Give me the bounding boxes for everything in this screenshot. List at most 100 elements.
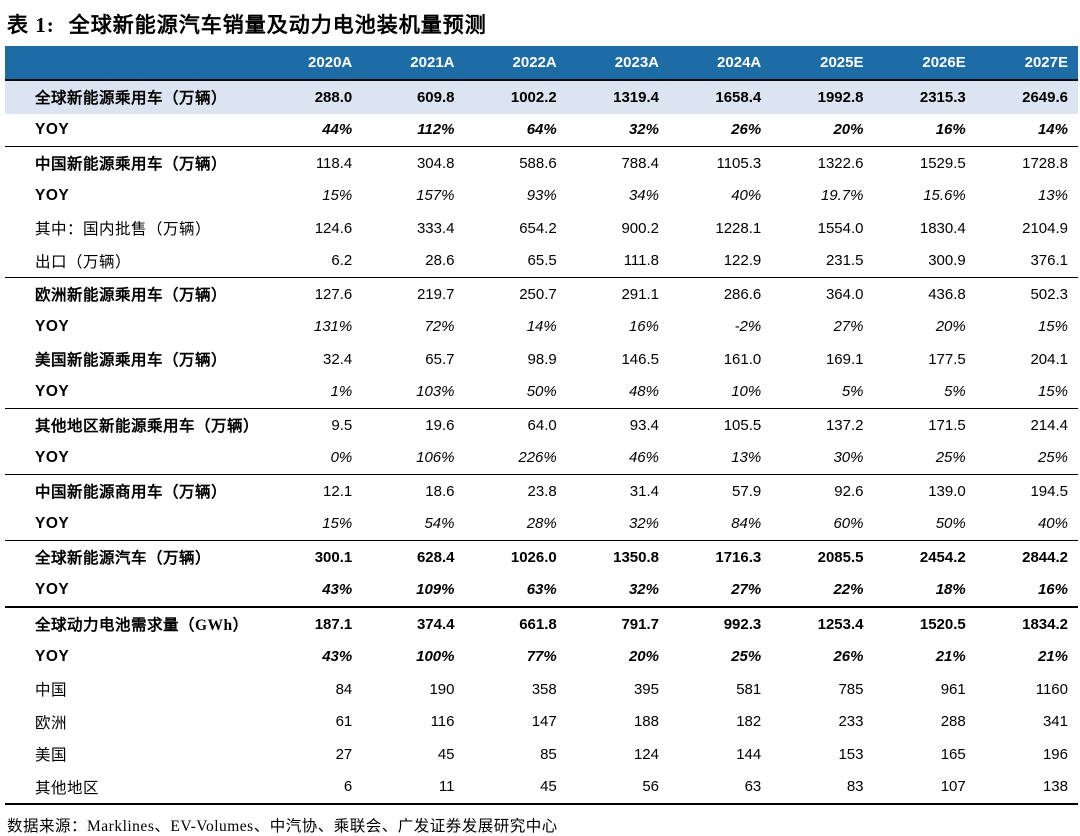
value-cell: 286.6: [723, 285, 762, 303]
value-cell: 19.6: [425, 416, 455, 434]
column-header-2023A: 2023A: [566, 46, 669, 81]
value-cell: 26%: [669, 113, 772, 147]
value-cell: 16%: [873, 113, 976, 147]
value-cell: 628.4: [416, 548, 455, 566]
table-row: YOY 15% 54% 28% 32% 84% 60% 50% 40%: [5, 507, 1078, 541]
value-cell: 27%: [833, 318, 864, 336]
value-cell: 10%: [669, 375, 772, 409]
value-cell: 65.7: [425, 350, 455, 368]
value-cell: 13%: [669, 441, 772, 475]
value-cell: 20%: [771, 113, 874, 147]
row-label: YOY: [35, 186, 70, 204]
table-row: 全球动力电池需求量（GWh） 187.1 374.4 661.8 791.7 992.3 1…: [5, 607, 1078, 641]
value-cell: 18.6: [425, 482, 455, 500]
row-label: 中国: [35, 682, 68, 700]
column-header-2020A: 2020A: [260, 46, 363, 81]
value-cell: 83: [771, 770, 874, 805]
value-cell: 157%: [416, 187, 455, 205]
value-cell: 144: [736, 745, 762, 763]
value-cell: 64%: [464, 113, 567, 147]
value-cell: 26%: [833, 648, 864, 666]
value-cell: 138: [975, 770, 1078, 805]
value-cell: 34%: [628, 187, 659, 205]
value-cell: 300.9: [873, 244, 976, 278]
row-label: 全球动力电池需求量（GWh）: [35, 617, 249, 635]
value-cell: 64.0: [527, 416, 557, 434]
value-cell: 103%: [362, 375, 465, 409]
value-cell: 22%: [771, 573, 874, 608]
table-row: 其中：国内批售（万辆） 124.6 333.4 654.2 900.2 1228.1 155…: [5, 212, 1078, 245]
value-cell: 13%: [1037, 187, 1068, 205]
value-cell: 131%: [313, 318, 353, 336]
value-cell: 1002.2: [464, 80, 567, 114]
value-cell: 84: [335, 680, 353, 698]
value-cell: 1228.1: [715, 219, 762, 237]
value-cell: 333.4: [416, 219, 455, 237]
value-cell: 109%: [362, 573, 465, 608]
row-label: 欧洲: [35, 714, 68, 732]
column-header-2026E: 2026E: [873, 46, 976, 81]
value-cell: 23.8: [527, 482, 557, 500]
value-cell: 31.4: [629, 482, 659, 500]
row-label: 其他地区: [5, 770, 260, 805]
table-row: 全球新能源汽车（万辆） 300.1 628.4 1026.0 1350.8 1716.3 2…: [5, 541, 1078, 574]
value-cell: 0%: [260, 441, 363, 475]
value-cell: 376.1: [975, 244, 1078, 278]
value-cell: 124.6: [314, 219, 353, 237]
value-cell: 40%: [731, 187, 762, 205]
value-cell: 502.3: [1030, 285, 1068, 303]
value-cell: 147: [531, 713, 557, 731]
value-cell: 188: [633, 713, 659, 731]
value-cell: 961: [940, 680, 966, 698]
row-label: YOY: [35, 647, 70, 665]
value-cell: 661.8: [519, 615, 557, 633]
value-cell: 581: [736, 680, 762, 698]
value-cell: 15%: [1037, 318, 1068, 336]
value-cell: 139.0: [928, 482, 966, 500]
value-cell: 19.7%: [820, 187, 864, 205]
value-cell: 358: [531, 680, 557, 698]
value-cell: 1716.3: [715, 548, 762, 566]
value-cell: 2454.2: [919, 548, 966, 566]
column-header-2025E: 2025E: [771, 46, 874, 81]
value-cell: 395: [633, 680, 659, 698]
table-row: 中国新能源乘用车（万辆） 118.4 304.8 588.6 788.4 1105.3 13…: [5, 147, 1078, 180]
value-cell: 124: [633, 745, 659, 763]
value-cell: -2%: [734, 318, 762, 336]
value-cell: 5%: [873, 375, 976, 409]
value-cell: 93%: [526, 187, 557, 205]
value-cell: 93.4: [629, 416, 659, 434]
value-cell: 118.4: [315, 154, 353, 172]
table-title-text: 全球新能源汽车销量及动力电池装机量预测: [68, 13, 487, 37]
table-row: YOY 131% 72% 14% 16% -2% 27% 20% 15%: [5, 311, 1078, 344]
value-cell: 341: [1042, 713, 1068, 731]
value-cell: 57.9: [732, 482, 762, 500]
value-cell: 1322.6: [817, 154, 864, 172]
row-label: YOY: [35, 317, 70, 335]
value-cell: 1026.0: [510, 548, 557, 566]
value-cell: 122.9: [669, 244, 772, 278]
column-header-2024A: 2024A: [669, 46, 772, 81]
value-cell: 15%: [975, 375, 1078, 409]
row-label: YOY: [5, 375, 260, 409]
row-label: 全球新能源汽车（万辆）: [35, 550, 212, 568]
value-cell: 43%: [260, 573, 363, 608]
value-cell: 48%: [566, 375, 669, 409]
value-cell: 374.4: [416, 615, 455, 633]
value-cell: 2085.5: [817, 548, 864, 566]
value-cell: 436.8: [928, 285, 966, 303]
value-cell: 106%: [362, 441, 465, 475]
table-row: 其他地区新能源乘用车（万辆） 9.5 19.6 64.0 93.4 105.5 137.2 1…: [5, 409, 1078, 442]
value-cell: 1830.4: [919, 219, 966, 237]
value-cell: 32%: [566, 507, 669, 541]
value-cell: 161.0: [723, 350, 762, 368]
value-cell: 77%: [526, 648, 557, 666]
row-label: YOY: [5, 573, 260, 608]
value-cell: 27: [335, 745, 353, 763]
value-cell: 182: [736, 713, 762, 731]
row-label: 美国: [35, 747, 68, 765]
value-cell: 92.6: [834, 482, 864, 500]
row-label: 其中：国内批售（万辆）: [35, 221, 212, 239]
value-cell: 214.4: [1030, 416, 1068, 434]
value-cell: 196: [1042, 745, 1068, 763]
